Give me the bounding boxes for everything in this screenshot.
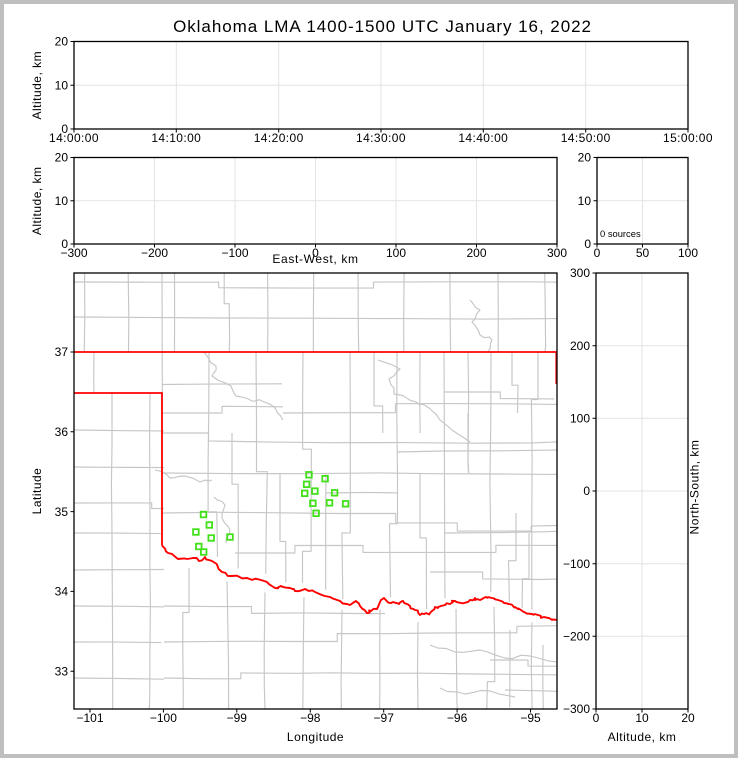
svg-text:10: 10 [55,79,69,93]
svg-text:15:00:00: 15:00:00 [663,131,713,145]
svg-text:14:40:00: 14:40:00 [458,131,508,145]
svg-text:East-West, km: East-West, km [272,252,358,266]
svg-text:−97: −97 [374,711,395,725]
svg-text:20: 20 [681,711,695,725]
svg-text:Altitude, km: Altitude, km [30,166,44,235]
svg-text:Latitude: Latitude [30,468,44,515]
svg-text:0 sources: 0 sources [600,228,641,239]
svg-text:14:30:00: 14:30:00 [356,131,406,145]
svg-text:0: 0 [593,711,600,725]
svg-text:300: 300 [547,246,567,260]
svg-text:33: 33 [55,664,69,678]
svg-text:14:10:00: 14:10:00 [151,131,201,145]
svg-text:100: 100 [386,246,406,260]
svg-text:Altitude, km: Altitude, km [608,730,677,744]
svg-text:20: 20 [55,35,69,49]
svg-text:0: 0 [61,122,68,136]
svg-text:0: 0 [61,237,68,251]
svg-text:100: 100 [678,246,698,260]
svg-text:0: 0 [583,484,590,498]
svg-text:0: 0 [312,246,319,260]
svg-text:50: 50 [636,246,650,260]
svg-text:−100: −100 [221,246,248,260]
svg-text:−100: −100 [150,711,177,725]
svg-text:100: 100 [570,412,590,426]
svg-text:−100: −100 [563,557,590,571]
svg-text:North-South, km: North-South, km [688,440,702,535]
svg-text:10: 10 [578,194,592,208]
svg-text:Longitude: Longitude [287,730,344,744]
svg-text:36: 36 [55,425,69,439]
svg-text:20: 20 [55,151,69,165]
svg-text:−101: −101 [76,711,103,725]
svg-text:14:50:00: 14:50:00 [561,131,611,145]
svg-text:−300: −300 [563,702,590,716]
svg-text:Altitude, km: Altitude, km [30,51,44,120]
svg-text:10: 10 [635,711,649,725]
svg-text:−200: −200 [141,246,168,260]
svg-text:−95: −95 [520,711,541,725]
svg-text:34: 34 [55,585,69,599]
svg-text:200: 200 [466,246,486,260]
svg-text:−99: −99 [227,711,248,725]
svg-text:−200: −200 [563,630,590,644]
svg-text:35: 35 [55,505,69,519]
svg-text:10: 10 [55,194,69,208]
svg-text:20: 20 [578,151,592,165]
svg-text:0: 0 [584,237,591,251]
svg-text:−96: −96 [447,711,468,725]
svg-text:300: 300 [570,266,590,280]
svg-text:−300: −300 [60,246,87,260]
svg-text:14:20:00: 14:20:00 [254,131,304,145]
svg-text:0: 0 [594,246,601,260]
svg-text:200: 200 [570,339,590,353]
svg-text:14:00:00: 14:00:00 [49,131,99,145]
svg-text:37: 37 [55,345,69,359]
svg-text:Oklahoma LMA 1400-1500 UTC Jan: Oklahoma LMA 1400-1500 UTC January 16, 2… [173,17,592,36]
svg-text:−98: −98 [300,711,321,725]
